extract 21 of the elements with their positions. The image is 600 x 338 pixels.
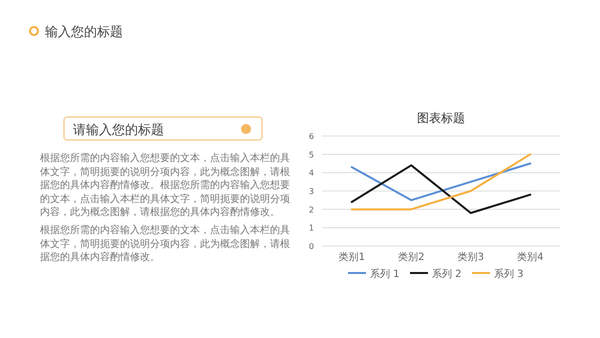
y-tick-label: 5 <box>308 150 314 160</box>
legend-label: 系列 3 <box>494 268 524 280</box>
y-tick-label: 6 <box>308 132 314 141</box>
y-tick-label: 2 <box>308 205 314 214</box>
text: 根据您所需的内容输入您想要的文本，点击输入本栏的具体文字，简明扼要的说明分项内容，此为概念图解，请根据您的具体内容酌情修改。根据您所需的内容输入您想要的文本，点击输入本栏的具体文字，简明扼要的说明分项内容，此为概念图解，请根据您的具体内容酌情修改。 <box>40 152 290 220</box>
x-tick-label: 类别2 <box>398 251 424 263</box>
line-series <box>350 164 532 214</box>
x-tick-label: 类别1 <box>338 251 365 263</box>
text: 请输入您的标题 <box>73 123 164 138</box>
line-series <box>350 162 532 202</box>
legend-label: 系列 1 <box>370 268 400 280</box>
chart-title: 图表标题 <box>417 111 465 125</box>
x-tick-label: 类别4 <box>517 251 544 263</box>
x-tick-label: 类别3 <box>458 251 484 263</box>
legend-label: 系列 2 <box>432 268 462 280</box>
y-tick-label: 1 <box>308 224 314 233</box>
text: 根据您所需的内容输入您想要的文本，点击输入本栏的具体文字，简明扼要的说明分项内容，此为概念图解，请根据您的具体内容酌情修改。 <box>40 224 290 264</box>
text: 输入您的标题 <box>45 25 123 40</box>
y-tick-label: 3 <box>308 187 314 196</box>
y-tick-label: 4 <box>308 168 314 178</box>
y-tick-label: 0 <box>308 242 314 251</box>
